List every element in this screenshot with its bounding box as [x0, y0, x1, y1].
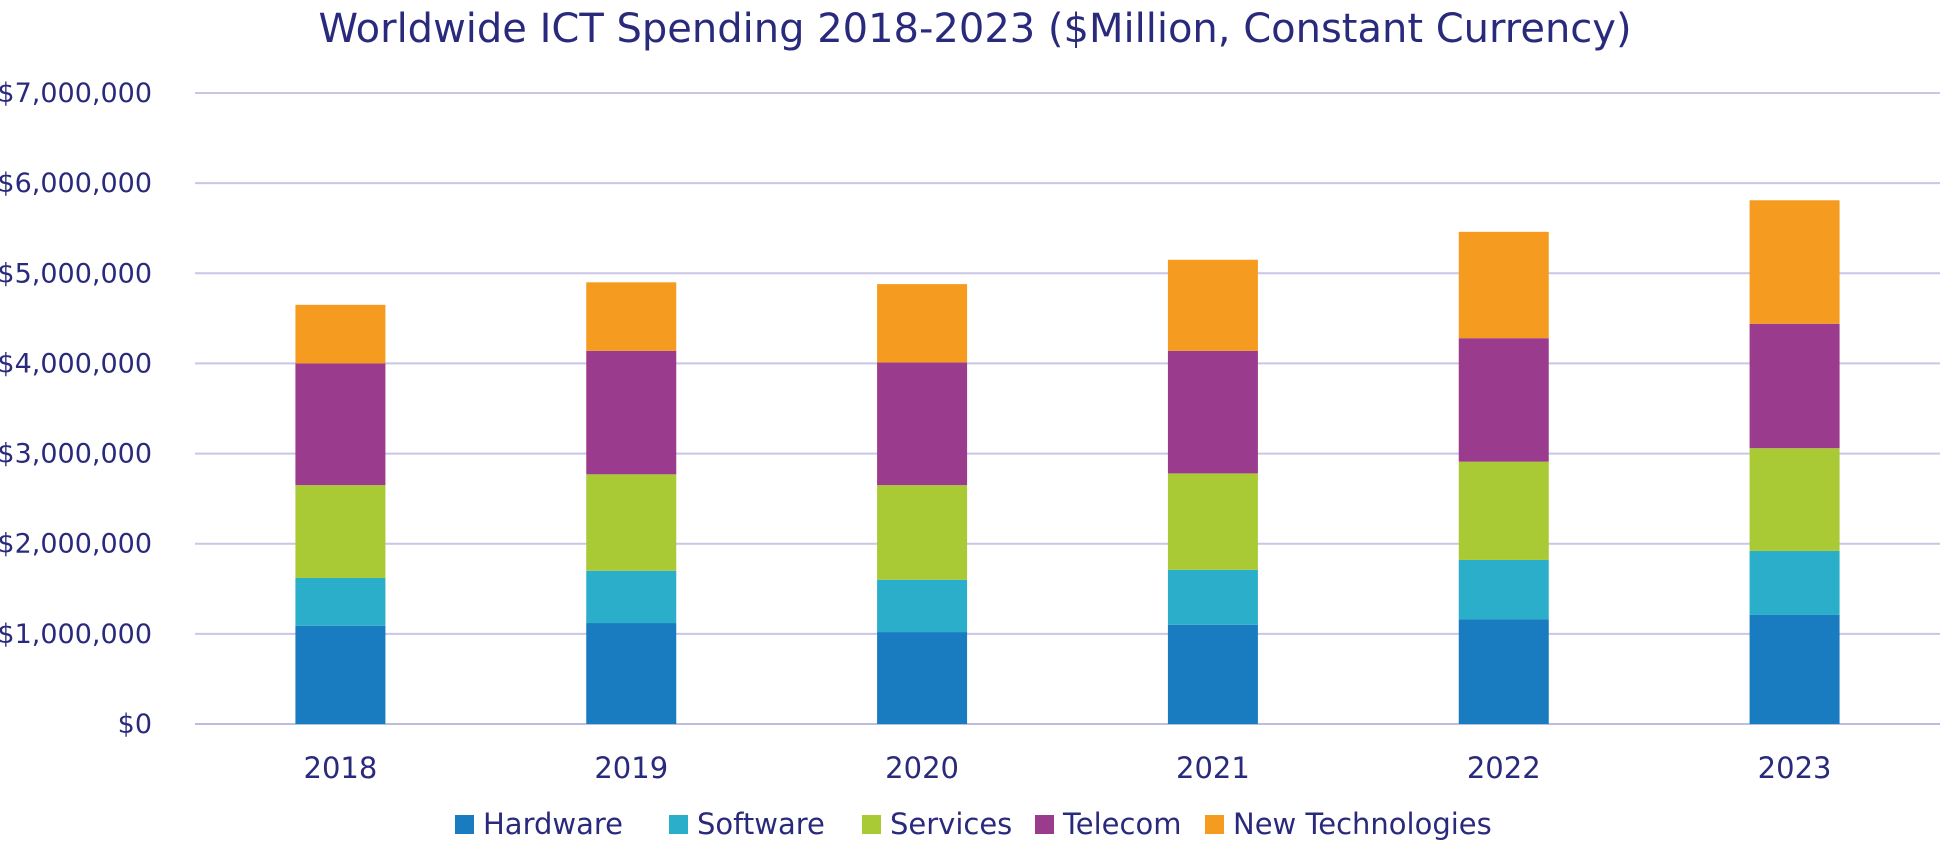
- bar-segment-new-technologies-2021: [1167, 259, 1258, 351]
- x-tick-label: 2019: [594, 751, 668, 785]
- x-tick-label: 2021: [1176, 751, 1250, 785]
- x-tick-label: 2018: [304, 751, 378, 785]
- chart-title: Worldwide ICT Spending 2018-2023 ($Milli…: [318, 6, 1631, 52]
- x-tick-label: 2023: [1758, 751, 1832, 785]
- bar-segment-services-2018: [295, 485, 386, 578]
- legend-label-hardware: Hardware: [483, 807, 623, 841]
- bar-layer: [295, 200, 1840, 724]
- bar-segment-telecom-2021: [1167, 350, 1258, 474]
- bar-segment-services-2023: [1749, 448, 1840, 551]
- legend-swatch-telecom: [1035, 815, 1054, 834]
- legend-label-new-technologies: New Technologies: [1233, 807, 1492, 841]
- bar-segment-software-2020: [877, 579, 968, 633]
- legend-label-services: Services: [890, 807, 1012, 841]
- y-tick-label: $3,000,000: [0, 439, 152, 470]
- bar-segment-services-2022: [1458, 461, 1549, 560]
- bar-segment-services-2020: [877, 485, 968, 580]
- bar-segment-new-technologies-2019: [586, 282, 677, 351]
- bar-segment-telecom-2022: [1458, 338, 1549, 462]
- bar-segment-software-2022: [1458, 559, 1549, 620]
- bar-segment-software-2018: [295, 577, 386, 626]
- bar-segment-new-technologies-2020: [877, 284, 968, 363]
- legend-label-software: Software: [697, 807, 825, 841]
- bar-segment-telecom-2019: [586, 350, 677, 475]
- bar-segment-telecom-2020: [877, 362, 968, 486]
- bar-segment-hardware-2023: [1749, 614, 1840, 724]
- x-tick-label: 2022: [1467, 751, 1541, 785]
- x-tick-label: 2020: [885, 751, 959, 785]
- legend-label-telecom: Telecom: [1062, 807, 1181, 841]
- y-tick-label: $0: [118, 709, 152, 740]
- bar-segment-telecom-2018: [295, 363, 386, 486]
- x-axis-ticks: 2018 2019 2020 2021 2022 2023: [304, 751, 1832, 785]
- y-tick-label: $7,000,000: [0, 78, 152, 109]
- y-tick-label: $6,000,000: [0, 168, 152, 199]
- legend-swatch-hardware: [455, 815, 474, 834]
- grid-layer: [195, 92, 1940, 725]
- bar-segment-telecom-2023: [1749, 323, 1840, 449]
- bar-segment-hardware-2021: [1167, 624, 1258, 724]
- bar-segment-hardware-2018: [295, 625, 386, 724]
- legend: Hardware Software Services Telecom New Techn…: [455, 807, 1492, 841]
- y-tick-label: $4,000,000: [0, 348, 152, 379]
- bar-segment-new-technologies-2023: [1749, 200, 1840, 324]
- y-tick-label: $2,000,000: [0, 529, 152, 560]
- legend-swatch-software: [669, 815, 688, 834]
- bar-segment-software-2023: [1749, 550, 1840, 615]
- bar-segment-hardware-2022: [1458, 619, 1549, 724]
- y-axis-ticks: $0 $1,000,000 $2,000,000 $3,000,000 $4,000,0…: [0, 78, 152, 740]
- bar-segment-services-2019: [586, 474, 677, 571]
- bar-segment-new-technologies-2018: [295, 304, 386, 364]
- bar-segment-new-technologies-2022: [1458, 231, 1549, 339]
- legend-swatch-services: [862, 815, 881, 834]
- y-tick-label: $5,000,000: [0, 258, 152, 289]
- bar-segment-services-2021: [1167, 473, 1258, 570]
- bar-segment-software-2019: [586, 570, 677, 624]
- bar-segment-hardware-2020: [877, 632, 968, 724]
- bar-segment-software-2021: [1167, 569, 1258, 625]
- bar-segment-hardware-2019: [586, 623, 677, 724]
- legend-swatch-new-technologies: [1205, 815, 1224, 834]
- y-tick-label: $1,000,000: [0, 619, 152, 650]
